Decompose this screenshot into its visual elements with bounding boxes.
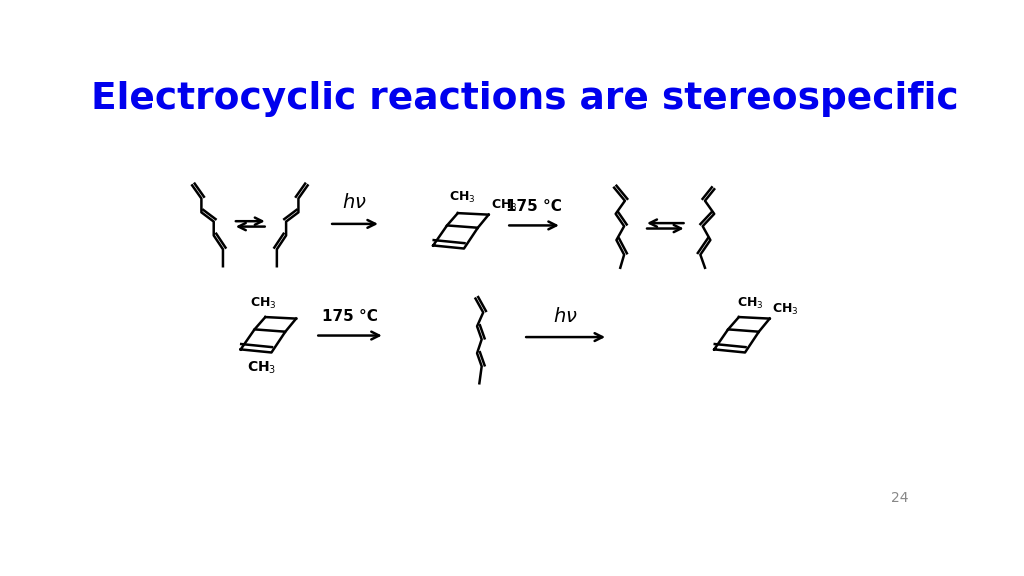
Text: 175 °C: 175 °C <box>323 309 378 324</box>
Text: CH$_3$: CH$_3$ <box>247 359 276 376</box>
Text: CH$_3$: CH$_3$ <box>737 296 764 311</box>
Text: 24: 24 <box>891 491 908 505</box>
Text: CH$_3$: CH$_3$ <box>449 190 475 206</box>
Text: 175 °C: 175 °C <box>506 199 562 214</box>
Text: Electrocyclic reactions are stereospecific: Electrocyclic reactions are stereospecif… <box>91 81 958 118</box>
Text: CH$_3$: CH$_3$ <box>772 302 799 317</box>
Text: $h\nu$: $h\nu$ <box>342 194 367 213</box>
Text: $h\nu$: $h\nu$ <box>553 306 578 325</box>
Text: CH$_3$: CH$_3$ <box>251 296 278 311</box>
Text: CH$_3$: CH$_3$ <box>490 198 517 213</box>
